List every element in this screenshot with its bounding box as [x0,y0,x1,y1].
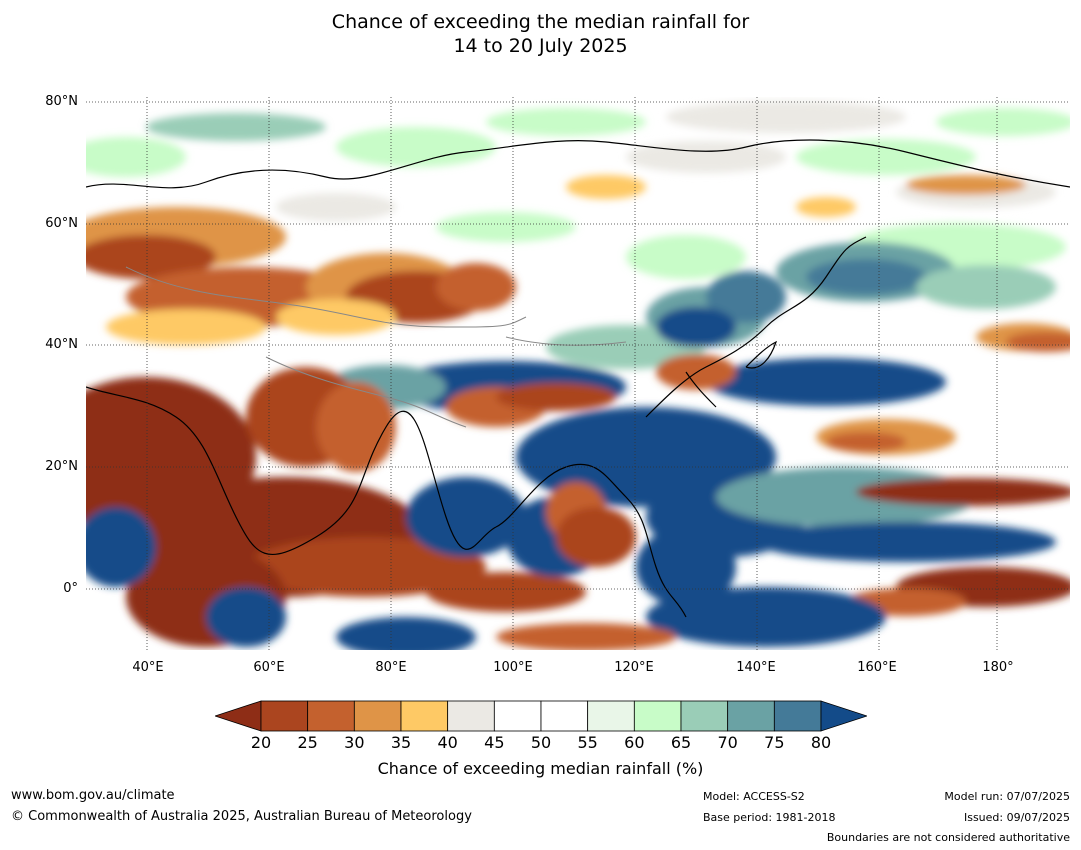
rainfall-field [86,101,1070,650]
colorbar-extend-low [215,700,262,732]
colorbar-cell [773,700,822,732]
lon-label-40e: 40°E [132,660,164,675]
graticule [86,97,1070,650]
lon-label-120e: 120°E [614,660,654,675]
colorbar-cell [727,700,775,732]
footer-base-period: Base period: 1981-2018 [703,811,836,824]
lon-label-80e: 80°E [375,660,407,675]
colorbar-tick-label: 20 [250,733,272,752]
colorbar-tick-label: 30 [344,733,365,752]
colorbar-cell [447,700,495,732]
footer-disclaimer: Boundaries are not considered authoritat… [826,831,1070,844]
colorbar-cell [400,700,449,732]
footer-issued: Issued: 09/07/2025 [963,811,1070,824]
colorbar-tick-label: 25 [297,733,318,752]
lon-label-180: 180° [982,660,1014,675]
lat-label-0: 0° [63,581,78,596]
colorbar [215,700,867,732]
lon-label-160e: 160°E [857,660,897,675]
footer-url[interactable]: www.bom.gov.au/climate [11,788,175,803]
lon-label-140e: 140°E [736,660,776,675]
coastlines [86,139,1070,618]
footer-model-run: Model run: 07/07/2025 [944,790,1070,803]
colorbar-tick-label: 35 [390,733,412,752]
colorbar-extend-high [820,700,867,732]
rainfall-probability-map [86,97,1070,650]
colorbar-tick-label: 45 [484,733,505,752]
lon-label-60e: 60°E [253,660,285,675]
colorbar-tick-label: 80 [810,733,832,752]
colorbar-cell [493,700,542,732]
lat-label-80n: 80°N [45,94,78,109]
colorbar-tick-label: 50 [530,733,552,752]
colorbar-cell [633,700,682,732]
map-title: Chance of exceeding the median rainfall … [0,10,1081,58]
colorbar-cell [307,700,355,732]
colorbar-tick-label: 70 [717,733,738,752]
colorbar-cell [540,700,589,732]
colorbar-cell [353,700,402,732]
lat-label-40n: 40°N [45,337,78,352]
colorbar-label: Chance of exceeding median rainfall (%) [377,759,704,778]
lon-label-100e: 100°E [493,660,533,675]
colorbar-tick-label: 65 [670,733,692,752]
lat-label-60n: 60°N [45,216,78,231]
colorbar-tick-label: 55 [577,733,598,752]
colorbar-cell [680,700,729,732]
colorbar-tick-label: 75 [764,733,785,752]
colorbar-tick-label: 60 [624,733,645,752]
lat-label-20n: 20°N [45,459,78,474]
title-line-1: Chance of exceeding the median rainfall … [331,11,750,33]
colorbar-cell [260,700,309,732]
colorbar-tick-label: 40 [437,733,458,752]
footer-model: Model: ACCESS-S2 [703,790,805,803]
colorbar-cell [587,700,635,732]
title-line-2: 14 to 20 July 2025 [453,35,628,57]
footer-copyright: © Commonwealth of Australia 2025, Austra… [11,809,472,824]
